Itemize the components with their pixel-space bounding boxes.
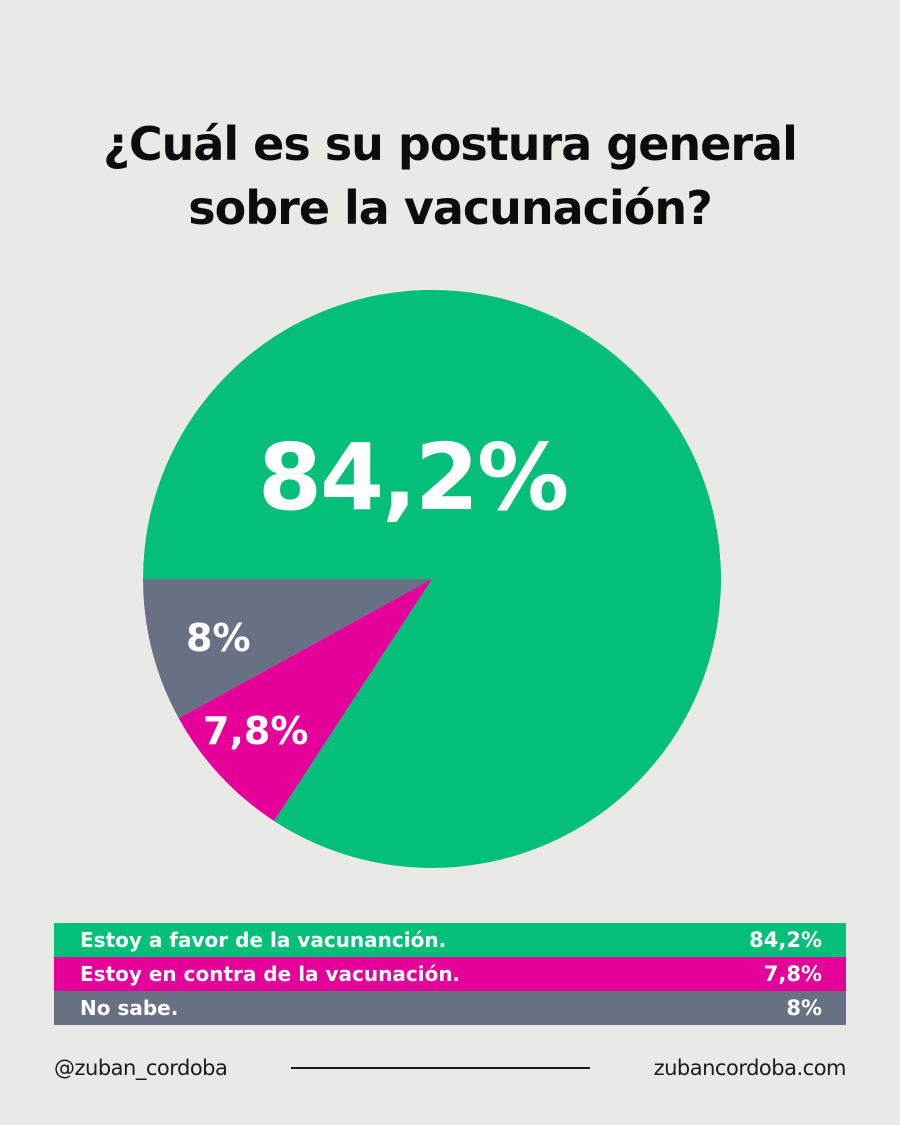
website-link: zubancordoba.com: [653, 1056, 847, 1080]
footer-divider: [291, 1067, 590, 1069]
pie-label-no-sabe: 8%: [186, 616, 251, 660]
legend-row-favor: Estoy a favor de la vacunanción. 84,2%: [54, 923, 846, 957]
chart-title-line-1: ¿Cuál es su postura general: [103, 117, 798, 171]
legend-row-no-sabe: No sabe. 8%: [54, 991, 846, 1025]
legend-label: No sabe.: [80, 996, 179, 1020]
footer: @zuban_cordoba zubancordoba.com: [54, 1052, 847, 1084]
legend-label: Estoy en contra de la vacunación.: [80, 962, 461, 986]
legend: Estoy a favor de la vacunanción. 84,2% E…: [54, 923, 846, 1025]
legend-value: 8%: [786, 996, 822, 1020]
chart-title: ¿Cuál es su postura general sobre la vac…: [0, 112, 900, 240]
pie-slice-favor: [143, 289, 721, 868]
pie-slice-no-sabe: [143, 579, 432, 719]
legend-label: Estoy a favor de la vacunanción.: [80, 928, 447, 952]
legend-value: 7,8%: [763, 962, 822, 986]
legend-row-contra: Estoy en contra de la vacunación. 7,8%: [54, 957, 846, 991]
pie-slice-contra: [178, 579, 432, 821]
legend-value: 84,2%: [749, 928, 822, 952]
chart-title-line-2: sobre la vacunación?: [188, 181, 713, 235]
pie-label-favor: 84,2%: [258, 424, 569, 531]
social-handle: @zuban_cordoba: [54, 1056, 228, 1080]
pie-label-contra: 7,8%: [203, 709, 309, 753]
